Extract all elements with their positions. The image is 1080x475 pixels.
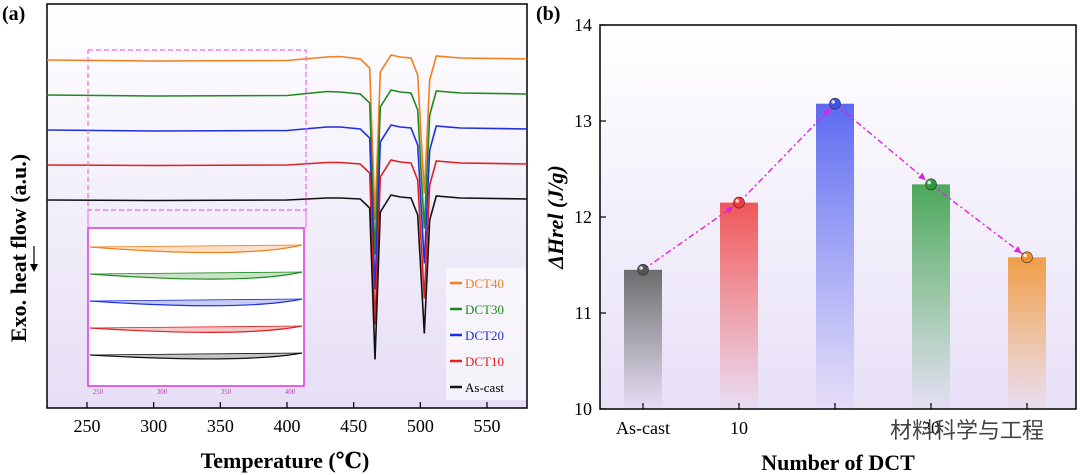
y-ticks-b: 10 11 12 13 14 xyxy=(574,15,606,419)
watermark: 材料科学与工程 xyxy=(889,419,1044,444)
panel-b-label: (b) xyxy=(536,3,560,25)
inset-ticks: 250 300 350 400 xyxy=(93,388,296,396)
inset-frame xyxy=(87,227,305,387)
bar-40 xyxy=(1008,257,1046,409)
inset-tick-label: 250 xyxy=(93,388,104,396)
x-tick-label-a: 250 xyxy=(74,416,101,436)
x-ticks-a: 250 300 350 400 450 500 550 xyxy=(74,402,501,436)
bars-b xyxy=(624,97,1046,409)
highlight-region xyxy=(87,49,307,211)
series-line-as-cast xyxy=(46,194,528,360)
x-ticks-b: As-cast 10 30 xyxy=(616,403,1028,438)
data-point-highlight xyxy=(1023,253,1027,258)
data-point-20 xyxy=(829,97,841,110)
x-tick-label-b: 10 xyxy=(730,418,748,438)
inset-line-as-cast xyxy=(89,352,303,360)
series-line-dct10 xyxy=(46,159,528,325)
legend-label-dct10: DCT10 xyxy=(465,354,504,369)
data-point-highlight xyxy=(927,180,931,185)
trend-arrowhead xyxy=(822,108,831,117)
inset-baseline-dct30 xyxy=(89,271,303,275)
trend-arrowhead xyxy=(918,172,926,180)
y-axis-title-a: Exo. heat flow (a.u.) xyxy=(6,154,31,342)
y-arrow xyxy=(30,246,38,272)
x-tick-label-b: 30 xyxy=(922,418,940,438)
x-tick-label-b: As-cast xyxy=(616,418,670,438)
panel-a: (a) 250 300 350 400 250 300 350 400 450 500 550 T… xyxy=(2,3,528,473)
trend-line-segment xyxy=(642,202,740,271)
x-tick-label-a: 350 xyxy=(207,416,234,436)
inset-tick-label: 300 xyxy=(157,388,168,396)
y-tick-label-b: 12 xyxy=(574,207,592,227)
bar-10 xyxy=(720,202,758,409)
data-point-30 xyxy=(925,178,937,191)
panel-a-label: (a) xyxy=(2,3,25,25)
inset-line-dct30 xyxy=(89,271,303,280)
x-tick-label-a: 450 xyxy=(340,416,367,436)
y-tick-label-b: 11 xyxy=(575,303,592,323)
x-tick-label-a: 400 xyxy=(274,416,301,436)
inset-baseline-dct10 xyxy=(89,325,303,329)
inset-baseline-as-cast xyxy=(89,352,303,356)
trend-arrowhead xyxy=(1013,246,1022,254)
x-axis-title-b: Number of DCT xyxy=(761,450,915,475)
x-axis-title-a: Temperature (℃) xyxy=(201,448,370,473)
data-point-highlight xyxy=(831,100,835,104)
y-axis-title-b: ΔHrel (J/g) xyxy=(543,165,568,270)
data-point-highlight xyxy=(639,266,643,270)
inset-baseline-dct40 xyxy=(89,244,303,248)
data-point-highlight xyxy=(735,199,739,203)
legend-label-dct30: DCT30 xyxy=(465,302,504,317)
y-tick-label-b: 10 xyxy=(574,399,592,419)
trend-line-segment xyxy=(738,103,836,204)
x-tick-label-a: 500 xyxy=(407,416,434,436)
inset-line-dct40 xyxy=(89,244,303,254)
legend-label-as-cast: As-cast xyxy=(465,380,504,395)
bar-20 xyxy=(816,103,854,409)
bar-30 xyxy=(912,184,950,409)
data-point-40 xyxy=(1021,251,1033,264)
inset-baseline-dct20 xyxy=(89,298,303,302)
y-tick-label-b: 14 xyxy=(574,15,592,35)
y-tick-label-b: 13 xyxy=(574,111,592,131)
inset-tick-label: 400 xyxy=(285,388,296,396)
x-tick-label-a: 550 xyxy=(474,416,501,436)
inset-line-dct10 xyxy=(89,325,303,333)
series-line-dct20 xyxy=(46,124,528,290)
series-line-dct40 xyxy=(46,54,528,220)
data-point-10 xyxy=(733,196,745,209)
x-tick-label-a: 300 xyxy=(140,416,167,436)
panel-b: (b) 10 11 12 13 14 As-cast 10 30 Number of DCT… xyxy=(536,3,1077,475)
inset-line-dct20 xyxy=(89,298,303,307)
inset-tick-label: 350 xyxy=(221,388,232,396)
legend-label-dct40: DCT40 xyxy=(465,276,504,291)
legend-label-dct20: DCT20 xyxy=(465,328,504,343)
trend-line-segment xyxy=(930,183,1028,258)
legend-a: DCT40 DCT30 DCT20 DCT10 As-cast xyxy=(446,268,526,400)
trend-arrowhead xyxy=(725,206,734,214)
bar-as-cast xyxy=(624,269,662,409)
inset: 250 300 350 400 xyxy=(87,227,305,396)
series-line-dct30 xyxy=(46,89,528,255)
data-point-as-cast xyxy=(637,263,649,276)
inset-curves xyxy=(89,244,303,360)
curves-a xyxy=(46,54,528,360)
